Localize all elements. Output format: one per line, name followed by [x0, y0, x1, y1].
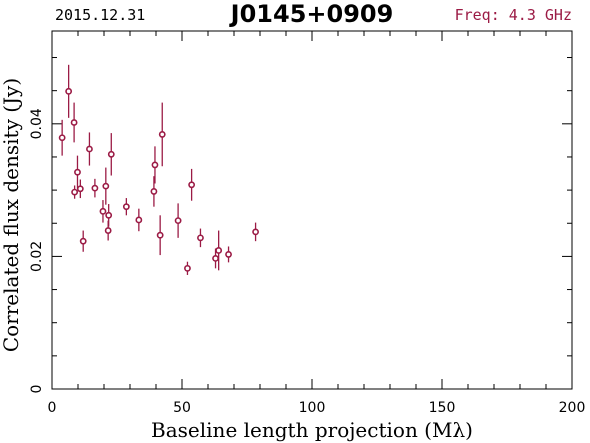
- point-marker: [76, 185, 84, 193]
- data-point: [184, 261, 191, 275]
- point-marker: [158, 131, 166, 138]
- point-marker: [70, 119, 78, 126]
- x-axis-label: Baseline length projection (Mλ): [151, 418, 473, 442]
- point-marker: [252, 228, 259, 236]
- data-point: [86, 132, 93, 166]
- point-marker: [104, 227, 112, 234]
- data-point: [188, 168, 196, 201]
- point-marker: [105, 211, 113, 219]
- data-point: [150, 176, 158, 207]
- y-tick-label: 0.02: [29, 241, 45, 272]
- point-marker: [107, 150, 115, 158]
- point-marker: [215, 247, 223, 254]
- axis-ticks: [51, 31, 573, 390]
- data-point: [135, 208, 143, 232]
- data-points: [58, 64, 259, 275]
- point-marker: [150, 188, 158, 195]
- data-point: [252, 222, 259, 242]
- data-point: [105, 204, 113, 227]
- data-point: [74, 155, 81, 189]
- point-marker: [212, 254, 219, 262]
- data-point: [122, 198, 130, 216]
- point-marker: [91, 184, 99, 192]
- plot-frame: [51, 30, 573, 390]
- data-point: [158, 102, 166, 167]
- point-marker: [156, 231, 164, 239]
- point-marker: [74, 168, 81, 176]
- point-marker: [71, 188, 79, 196]
- data-point: [102, 167, 110, 205]
- point-marker: [151, 161, 159, 169]
- point-marker: [99, 207, 107, 215]
- point-marker: [79, 237, 87, 245]
- data-point: [225, 246, 232, 263]
- data-point: [70, 102, 78, 143]
- x-tick-label: 200: [559, 400, 586, 416]
- x-tick-labels: 0 50 100 150 200: [48, 400, 586, 416]
- chart-title: J0145+0909: [229, 0, 394, 28]
- y-tick-label: 0.04: [29, 108, 45, 139]
- data-point: [151, 146, 159, 184]
- data-point: [215, 230, 223, 271]
- frequency-label: Freq: 4.3 GHz: [455, 6, 572, 24]
- point-marker: [135, 216, 143, 224]
- point-marker: [197, 234, 204, 242]
- data-point: [174, 203, 182, 238]
- point-marker: [122, 203, 130, 211]
- date-label: 2015.12.31: [55, 6, 145, 24]
- point-marker: [174, 217, 182, 225]
- point-marker: [86, 145, 93, 153]
- data-point: [156, 215, 164, 256]
- data-point: [107, 133, 115, 176]
- data-point: [71, 185, 79, 199]
- data-point: [79, 230, 87, 252]
- point-marker: [102, 182, 110, 190]
- data-point: [58, 119, 66, 156]
- y-axis-label: Correlated flux density (Jy): [0, 78, 23, 352]
- point-marker: [188, 181, 196, 189]
- data-point: [65, 64, 73, 118]
- data-point: [197, 228, 204, 248]
- data-point: [76, 179, 84, 199]
- point-marker: [65, 87, 73, 95]
- data-point: [99, 200, 107, 223]
- data-point: [91, 178, 99, 198]
- y-tick-labels: 0 0.02 0.04: [29, 108, 45, 393]
- x-tick-label: 150: [429, 400, 456, 416]
- x-tick-label: 100: [299, 400, 326, 416]
- point-marker: [184, 264, 191, 272]
- x-tick-label: 0: [48, 400, 57, 416]
- point-marker: [225, 251, 232, 258]
- y-tick-label: 0: [29, 385, 45, 394]
- point-marker: [58, 134, 66, 142]
- x-tick-label: 50: [173, 400, 191, 416]
